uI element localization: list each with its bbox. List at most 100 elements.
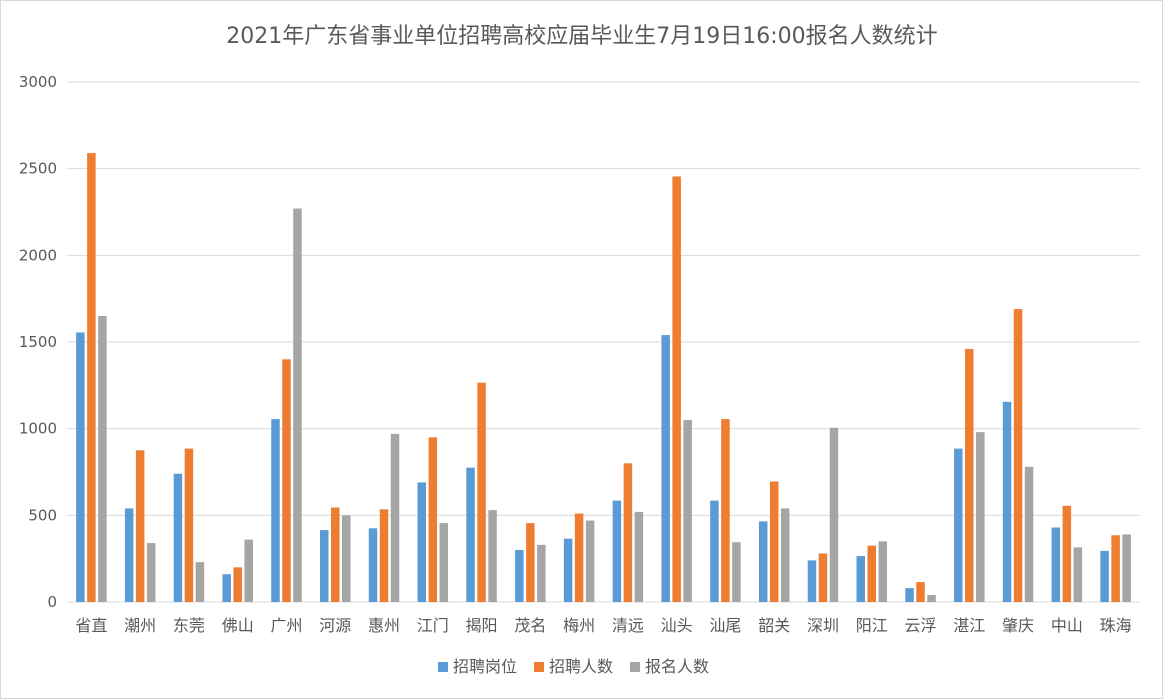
- bar-3: [829, 427, 839, 602]
- x-category-label: 珠海: [1100, 616, 1132, 635]
- x-category-label: 阳江: [856, 616, 888, 635]
- bar-1: [466, 467, 475, 602]
- bar-3: [780, 508, 790, 602]
- bar-2: [87, 153, 96, 603]
- x-category-label: 佛山: [222, 616, 254, 635]
- x-category-label: 梅州: [563, 616, 595, 635]
- x-category-label: 广州: [270, 616, 302, 635]
- x-category-label: 深圳: [807, 616, 839, 635]
- legend-swatch: [438, 662, 448, 672]
- legend: 招聘岗位 招聘人数 报名人数: [438, 657, 709, 676]
- legend-label: 报名人数: [645, 657, 709, 676]
- legend-label: 招聘岗位: [453, 657, 517, 676]
- bar-3: [195, 562, 205, 602]
- bar-3: [976, 432, 985, 602]
- bar-3: [1073, 547, 1083, 602]
- x-category-label: 肇庆: [1002, 616, 1034, 635]
- bar-3: [244, 539, 253, 602]
- bar-2: [769, 481, 779, 602]
- bar-3: [732, 542, 741, 602]
- bar-1: [173, 473, 183, 602]
- gridlines: [67, 81, 1140, 603]
- x-category-label: 惠州: [368, 616, 400, 635]
- bar-1: [1051, 527, 1061, 602]
- bar-2: [526, 523, 535, 602]
- bar-3: [488, 510, 497, 602]
- bar-1: [954, 448, 963, 602]
- y-axis-ticks: 0 500 1000 1500 2000 2500 3000: [19, 73, 57, 611]
- bar-2: [574, 513, 584, 602]
- bar-2: [184, 448, 194, 602]
- bar-3: [634, 511, 644, 602]
- bar-2: [623, 463, 633, 602]
- bar-1: [1002, 401, 1012, 602]
- bar-1: [76, 332, 85, 602]
- bar-2: [1013, 309, 1023, 602]
- bar-1: [368, 528, 378, 602]
- legend-swatch: [534, 662, 544, 672]
- chart-title: 2021年广东省事业单位招聘高校应届毕业生7月19日16:00报名人数统计: [226, 24, 937, 49]
- x-category-label: 茂名: [514, 616, 546, 635]
- y-tick-label: 2500: [19, 160, 57, 178]
- bar-3: [439, 523, 449, 602]
- x-category-label: 揭阳: [466, 616, 498, 635]
- bar-3: [683, 420, 692, 602]
- x-category-label: 清远: [612, 616, 644, 635]
- bar-1: [563, 538, 573, 602]
- bar-1: [758, 521, 768, 602]
- bar-3: [146, 543, 156, 602]
- bar-1: [710, 500, 719, 602]
- bar-3: [1122, 534, 1131, 602]
- legend-label: 招聘人数: [549, 657, 613, 676]
- bar-3: [878, 541, 887, 602]
- bar-3: [98, 316, 107, 602]
- bar-2: [818, 553, 828, 602]
- bar-1: [1100, 550, 1109, 602]
- bar-1: [612, 500, 622, 602]
- bar-1: [320, 530, 329, 602]
- x-category-label: 河源: [319, 616, 351, 635]
- y-tick-label: 2000: [19, 246, 57, 264]
- bar-3: [293, 208, 302, 603]
- bar-3: [1024, 466, 1034, 602]
- bar-2: [379, 509, 389, 602]
- bar-1: [222, 574, 231, 602]
- bar-2: [867, 545, 876, 602]
- bar-2: [135, 450, 145, 602]
- bar-1: [417, 482, 427, 602]
- bar-2: [282, 359, 291, 602]
- x-category-label: 江门: [417, 616, 449, 635]
- y-tick-label: 1000: [19, 420, 57, 438]
- x-category-label: 潮州: [124, 616, 156, 635]
- bar-2: [477, 382, 486, 602]
- bar-2: [1111, 535, 1120, 602]
- bar-1: [124, 508, 134, 602]
- bar-3: [342, 515, 351, 602]
- x-category-label: 云浮: [905, 616, 937, 635]
- x-axis-categories: 省直 潮州 东莞 佛山 广州 河源 惠州 江门 揭阳 茂名 梅州 清远 汕头 汕尾 韶关 深圳 阳江 云浮 湛江 肇庆…: [75, 616, 1131, 635]
- x-category-label: 省直: [75, 616, 107, 635]
- y-tick-label: 500: [28, 506, 57, 524]
- y-tick-label: 1500: [19, 333, 57, 351]
- x-category-label: 汕尾: [709, 616, 741, 635]
- bar-2: [233, 567, 242, 602]
- bar-2: [331, 507, 340, 602]
- x-category-label: 湛江: [953, 616, 985, 635]
- bar-1: [807, 560, 817, 602]
- x-category-label: 中山: [1051, 616, 1083, 635]
- bar-1: [661, 335, 670, 602]
- x-category-label: 汕头: [661, 616, 693, 635]
- bar-3: [537, 544, 546, 602]
- bar-2: [916, 582, 925, 602]
- bar-2: [721, 419, 730, 602]
- bar-2: [672, 176, 681, 602]
- y-tick-label: 0: [47, 593, 57, 611]
- bar-1: [271, 419, 280, 602]
- legend-swatch: [630, 662, 640, 672]
- x-category-label: 韶关: [758, 616, 790, 635]
- bar-1: [515, 550, 524, 602]
- bar-2: [965, 348, 974, 602]
- bar-3: [585, 520, 595, 602]
